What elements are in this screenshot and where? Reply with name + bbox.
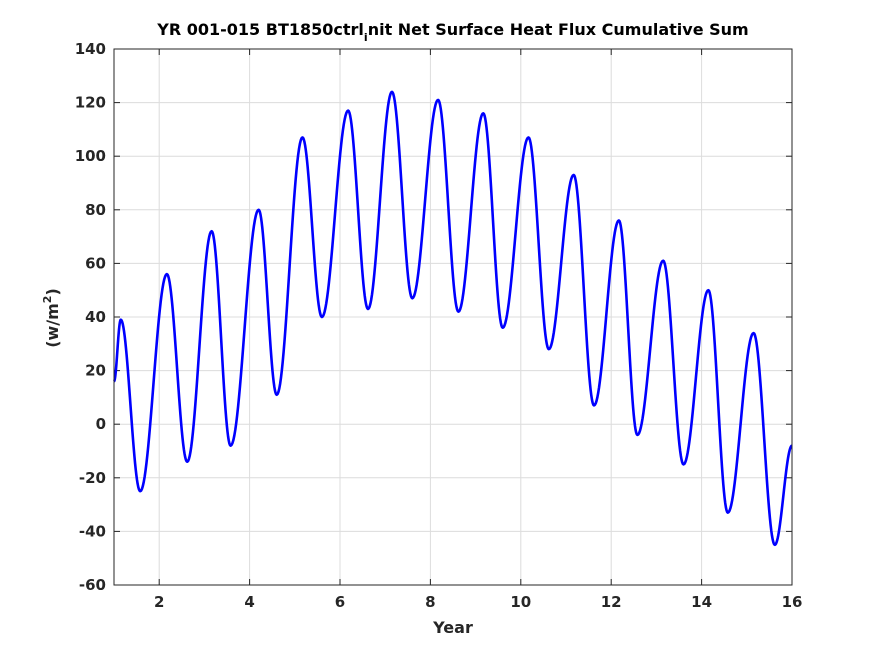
y-tick-label: 0	[96, 415, 106, 433]
y-tick-label: 100	[75, 147, 106, 165]
series-line	[112, 90, 793, 547]
x-tick-label: 4	[244, 593, 254, 611]
y-tick-label: -20	[79, 469, 106, 487]
y-tick-label: 120	[75, 94, 106, 112]
y-tick-label: 20	[85, 362, 106, 380]
axes-frame	[113, 48, 793, 586]
tick-labels: 2 4 6 8 10 12 14 16 -60 -40 -20 0 20 40 60 80 100 120 140	[75, 40, 803, 611]
y-tick-label: 40	[85, 308, 106, 326]
x-tick-label: 8	[425, 593, 435, 611]
y-tick-label: 60	[85, 254, 106, 272]
series-layer	[112, 90, 793, 547]
y-tick-label: 140	[75, 40, 106, 58]
x-tick-label: 10	[510, 593, 531, 611]
x-tick-label: 2	[154, 593, 164, 611]
y-tick-label: -60	[79, 576, 106, 594]
y-axis-label: (w/m2)	[41, 288, 62, 348]
x-tick-label: 6	[335, 593, 345, 611]
x-axis-label: Year	[432, 618, 473, 637]
x-tick-label: 16	[782, 593, 803, 611]
chart-title: YR 001-015 BT1850ctrlinit Net Surface He…	[156, 20, 748, 44]
x-tick-label: 12	[601, 593, 622, 611]
y-tick-label: -40	[79, 522, 106, 540]
y-tick-label: 80	[85, 201, 106, 219]
x-tick-label: 14	[691, 593, 712, 611]
